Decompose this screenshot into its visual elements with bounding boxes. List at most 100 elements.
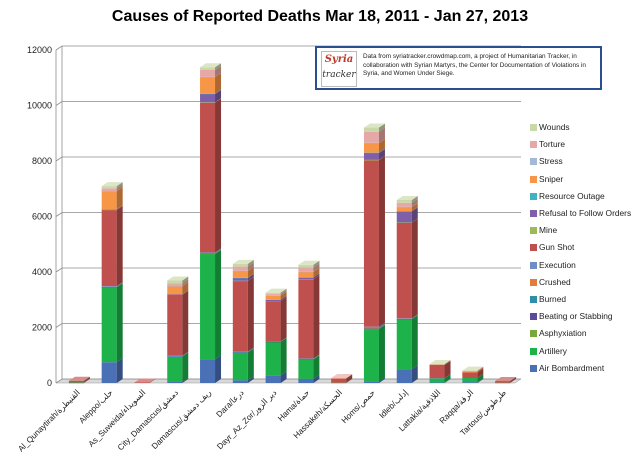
bar-side <box>411 207 418 223</box>
bar-side <box>116 182 123 189</box>
bar-segment <box>68 376 90 383</box>
bar-segment <box>265 371 287 383</box>
bar-segment <box>167 351 189 357</box>
y-tick-label: 0 <box>47 378 52 388</box>
bar-segment <box>495 378 517 384</box>
bar-side <box>313 275 320 359</box>
legend-label: Beating or Stabbing <box>539 311 613 322</box>
bar-front <box>396 207 412 212</box>
bar-front <box>396 199 412 203</box>
legend-swatch <box>530 244 537 252</box>
bar-front <box>167 286 183 287</box>
bar-side <box>477 378 484 383</box>
bar-front <box>363 142 379 144</box>
bar-side <box>247 347 254 353</box>
bar-front <box>232 277 248 279</box>
bar-top <box>232 259 254 264</box>
legend-swatch <box>530 347 537 355</box>
bar-front <box>462 372 478 379</box>
bar-segment <box>200 249 222 254</box>
bar-side <box>215 249 222 254</box>
legend-label: Execution <box>539 259 576 270</box>
bar-segment <box>298 267 320 278</box>
bar-front <box>68 382 84 383</box>
bar-side <box>411 218 418 319</box>
bar-front <box>200 252 216 254</box>
legend-swatch <box>530 278 537 286</box>
bar-segment <box>200 248 222 253</box>
bar-side <box>116 187 123 192</box>
bar-front <box>68 380 84 383</box>
bar-front <box>429 363 445 365</box>
bar-front <box>429 382 445 383</box>
bar-front <box>396 369 412 383</box>
legend-swatch <box>530 158 537 166</box>
bar-front <box>331 378 347 383</box>
bar-segment <box>200 98 222 103</box>
bar-side <box>378 324 385 329</box>
bar-segment <box>298 354 320 359</box>
bar-side <box>444 360 451 379</box>
bar-front <box>363 152 379 154</box>
bar-side <box>247 348 254 381</box>
legend-label: Air Bombardment <box>539 362 605 373</box>
bar-side <box>444 374 451 379</box>
bar-segment <box>331 374 353 379</box>
legend-label: Burned <box>539 294 567 304</box>
y-tick-label: 12000 <box>27 45 52 55</box>
bar-front <box>200 93 216 103</box>
bar-top <box>331 374 353 379</box>
bar-side <box>411 315 418 370</box>
bar-segment <box>232 276 254 352</box>
legend-label: Mine <box>539 225 558 236</box>
bar-top <box>298 260 320 265</box>
bar-front <box>167 280 183 284</box>
bar-segment <box>429 360 451 379</box>
bar-side <box>477 374 484 383</box>
bar-segment <box>232 273 254 281</box>
bar-side <box>477 366 484 371</box>
legend-label: Sniper <box>539 173 564 184</box>
bar-segment <box>363 324 385 330</box>
bar-front <box>101 287 117 288</box>
bar-top <box>495 377 517 382</box>
bar-segment <box>101 282 123 287</box>
bar-segment <box>200 249 222 255</box>
bar-front <box>232 280 248 352</box>
bar-side <box>247 348 254 353</box>
legend-item: Mine <box>530 225 640 237</box>
legend-item: Torture <box>530 139 640 151</box>
x-tick-label: Al_Qunaytirah/القنيطرة <box>16 388 81 453</box>
bar-segment <box>363 324 385 329</box>
legend-item: Artillery <box>530 346 640 358</box>
bar-side <box>247 376 254 383</box>
bar-front <box>331 382 347 384</box>
bar-side <box>247 276 254 352</box>
bar-side <box>378 138 385 143</box>
bar-side <box>411 365 418 383</box>
bar-segment <box>232 348 254 353</box>
bar-segment <box>167 279 189 287</box>
bar-top <box>265 288 287 293</box>
bar-front <box>396 222 412 319</box>
bar-segment <box>396 203 418 212</box>
bar-side <box>182 282 189 295</box>
bar-side <box>116 205 123 287</box>
bar-front <box>298 277 314 280</box>
bar-front <box>331 378 347 379</box>
bar-side <box>215 248 222 254</box>
bar-front <box>200 69 216 77</box>
bar-side <box>346 374 353 379</box>
bar-side <box>313 354 320 359</box>
bar-side <box>182 290 189 295</box>
bar-front <box>265 295 281 300</box>
legend-swatch <box>530 210 537 217</box>
bar-side <box>215 65 222 77</box>
bar-side <box>247 266 254 271</box>
logo-text-bottom: tracker <box>322 70 356 80</box>
bar-front <box>396 211 412 223</box>
bar-front <box>101 191 117 210</box>
bar-front <box>396 318 412 320</box>
bar-side <box>247 273 254 278</box>
bar-side <box>247 276 254 281</box>
